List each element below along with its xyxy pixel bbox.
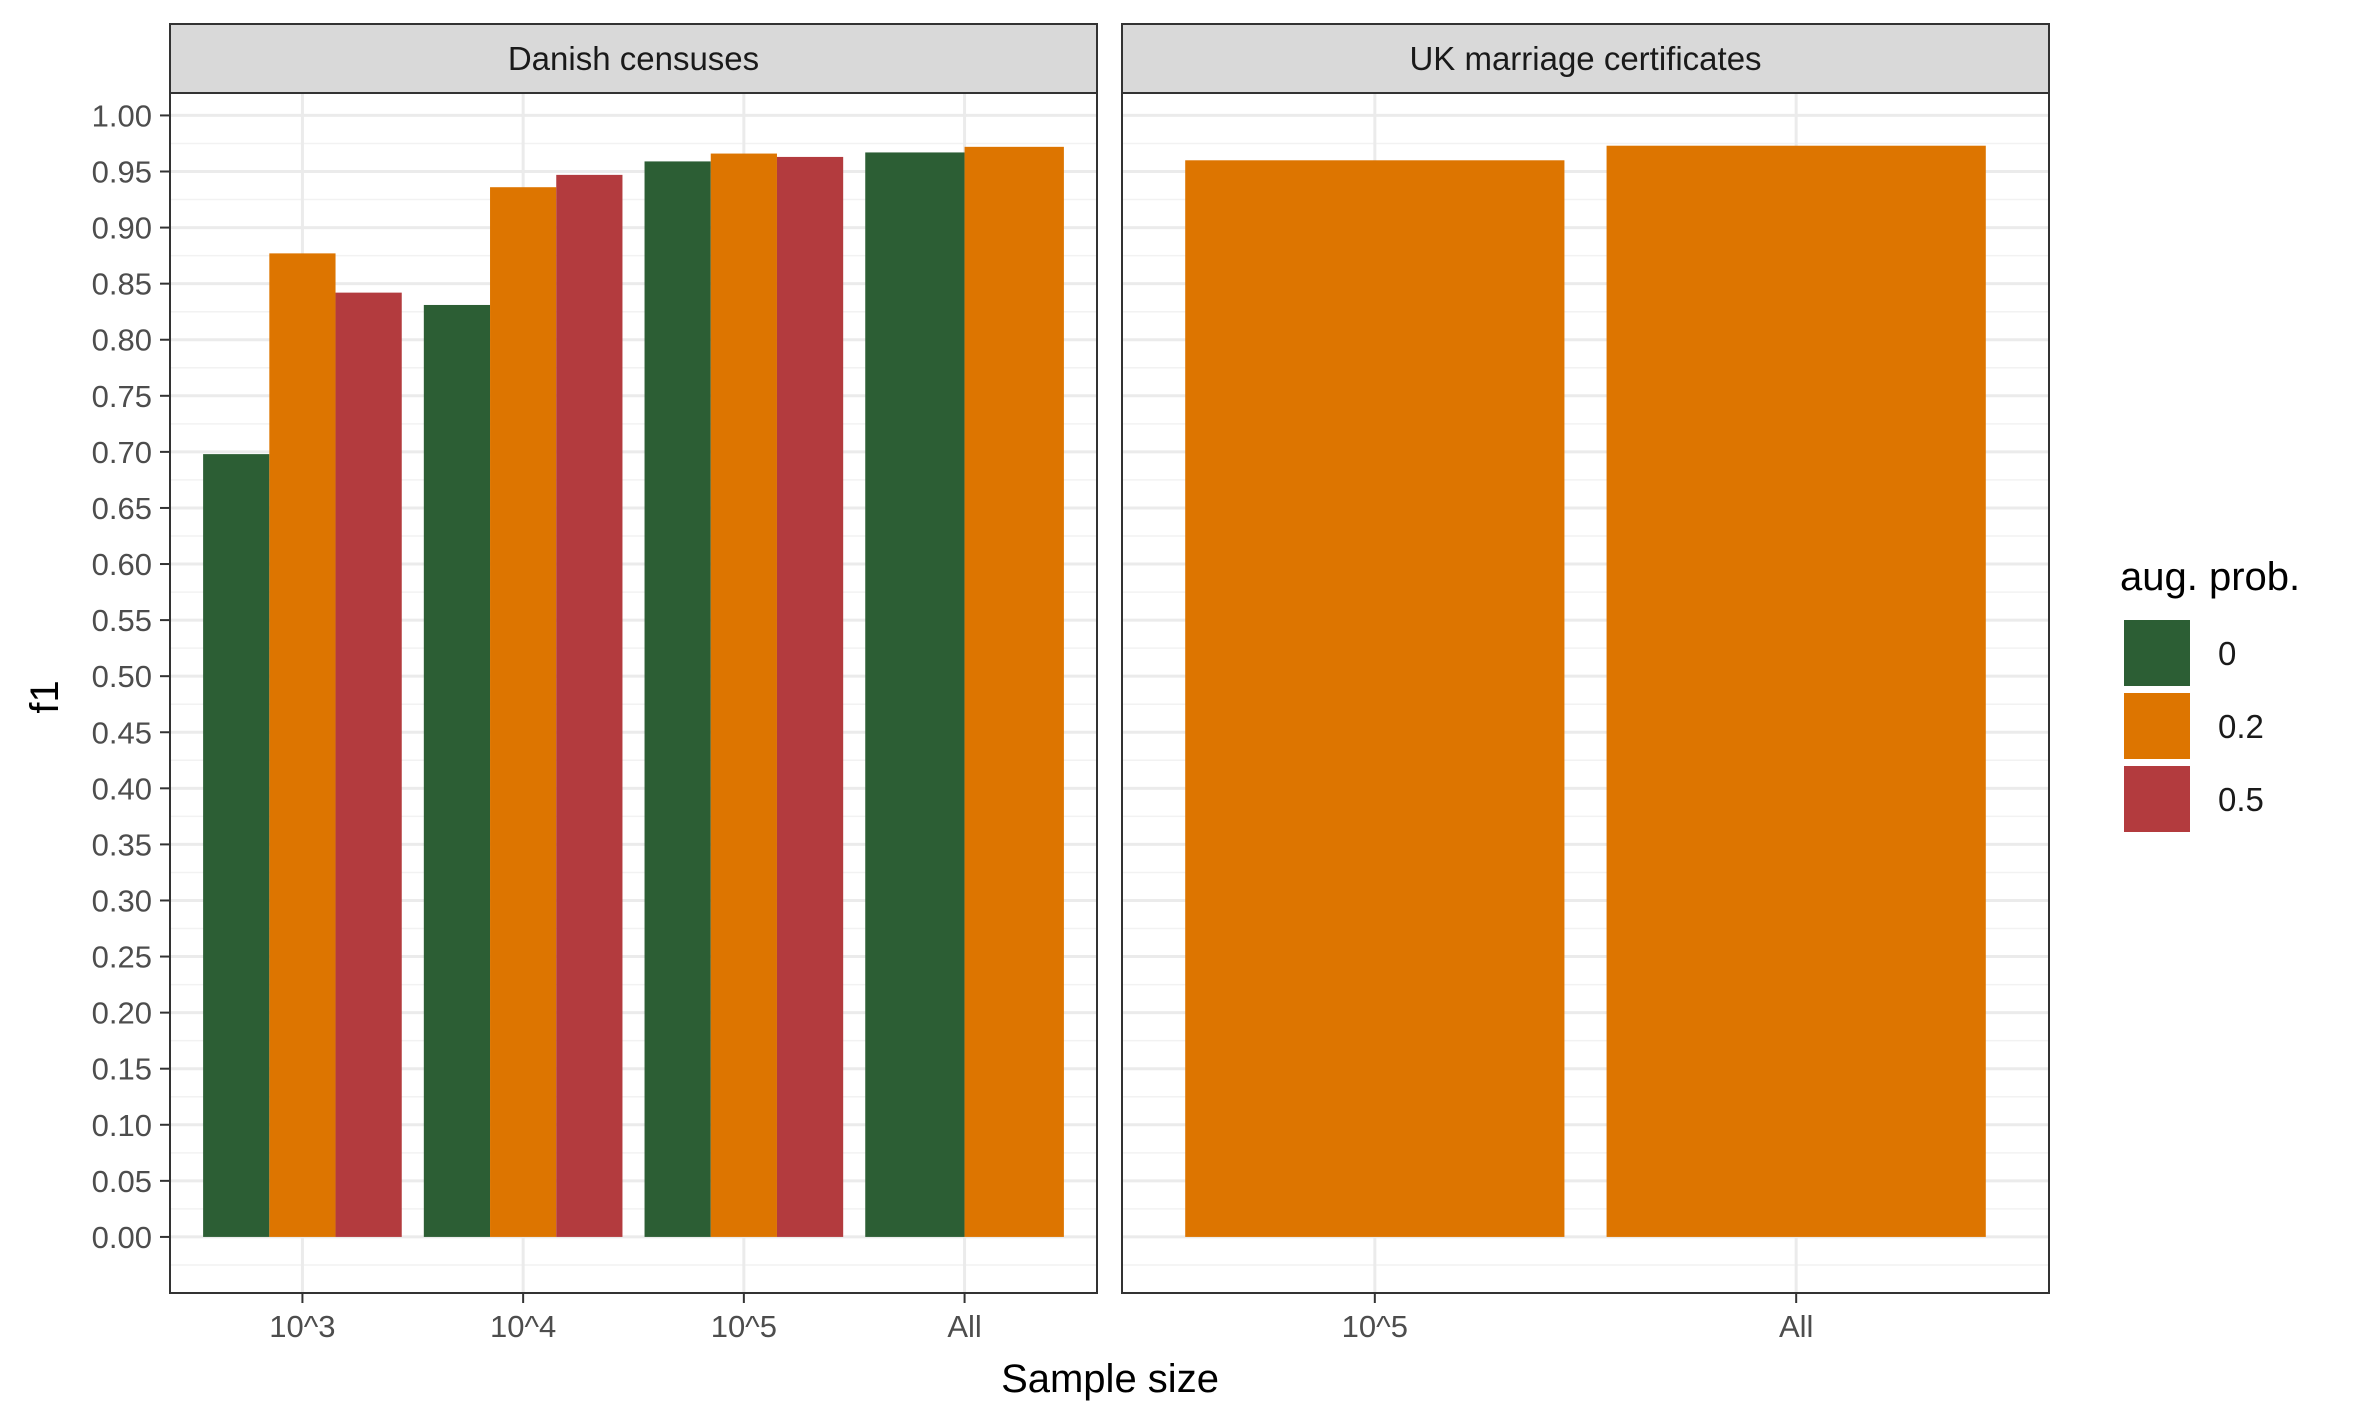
legend-label: 0.5 [2218, 781, 2264, 818]
y-tick-label: 0.00 [92, 1220, 152, 1255]
y-tick-label: 0.85 [92, 267, 152, 302]
x-tick-label: 10^3 [269, 1309, 335, 1344]
y-tick-label: 0.60 [92, 547, 152, 582]
y-tick-label: 0.25 [92, 940, 152, 975]
facet-strip [169, 23, 1098, 94]
y-tick-label: 0.45 [92, 715, 152, 750]
y-tick-label: 0.95 [92, 155, 152, 190]
y-axis-title: f1 [23, 680, 67, 713]
panel-uk-marriage-certificates: UK marriage certificates 10^5 All [1121, 23, 2050, 1344]
panel-border [169, 92, 1098, 1294]
bar-10-4-aug-0.2 [490, 187, 557, 1237]
bar-All-aug-0 [865, 152, 965, 1237]
facet-title: UK marriage certificates [1409, 40, 1761, 77]
legend-key [2124, 620, 2190, 686]
bar-All-aug-0.2 [964, 146, 1064, 1237]
bar-10-5-aug-0.2 [1185, 160, 1565, 1237]
bar-10-5-aug-0.2 [710, 153, 777, 1237]
bar-10-3-aug-0.5 [335, 292, 402, 1237]
y-tick-label: 0.55 [92, 603, 152, 638]
bar-All-aug-0.2 [1606, 145, 1986, 1237]
y-tick-label: 0.15 [92, 1052, 152, 1087]
y-tick-label: 0.50 [92, 659, 152, 694]
bar-10-4-aug-0 [423, 304, 491, 1237]
y-tick-label: 0.20 [92, 996, 152, 1031]
y-tick-label: 0.65 [92, 491, 152, 526]
bar-10-4-aug-0.5 [556, 174, 623, 1237]
legend-key [2124, 766, 2190, 832]
x-tick-label: 10^5 [711, 1309, 777, 1344]
bar-10-3-aug-0 [203, 454, 270, 1237]
x-tick-label: 10^4 [490, 1309, 556, 1344]
x-tick-label: All [1779, 1309, 1813, 1344]
panel-danish-censuses: Danish censuses 10^3 10^4 10^5 All [169, 23, 1098, 1344]
y-axis: 0.00 0.05 0.10 0.15 0.20 0.25 0.30 0.35 0.40 0.45… [92, 98, 170, 1255]
bar-10-3-aug-0.2 [269, 253, 336, 1237]
legend-key [2124, 693, 2190, 759]
bar-10-5-aug-0.5 [776, 156, 844, 1237]
x-axis-title: Sample size [1001, 1357, 1219, 1401]
facet-strip [1121, 23, 2050, 94]
x-tick-label: 10^5 [1342, 1309, 1408, 1344]
y-tick-label: 0.35 [92, 827, 152, 862]
legend-label: 0 [2218, 635, 2236, 672]
y-tick-label: 0.40 [92, 771, 152, 806]
y-tick-label: 0.05 [92, 1164, 152, 1199]
panel-border [1121, 92, 2050, 1294]
y-tick-label: 0.70 [92, 435, 152, 470]
y-tick-label: 0.80 [92, 323, 152, 358]
legend-label: 0.2 [2218, 708, 2264, 745]
legend-title: aug. prob. [2120, 555, 2300, 599]
y-tick-label: 0.30 [92, 883, 152, 918]
bar-10-5-aug-0 [644, 161, 711, 1237]
x-tick-label: All [947, 1309, 981, 1344]
legend: aug. prob. 0 0.2 0.5 [2120, 555, 2300, 832]
facet-title: Danish censuses [508, 40, 759, 77]
y-tick-label: 1.00 [92, 98, 152, 133]
y-tick-label: 0.90 [92, 211, 152, 246]
y-tick-label: 0.10 [92, 1108, 152, 1143]
y-tick-label: 0.75 [92, 379, 152, 414]
